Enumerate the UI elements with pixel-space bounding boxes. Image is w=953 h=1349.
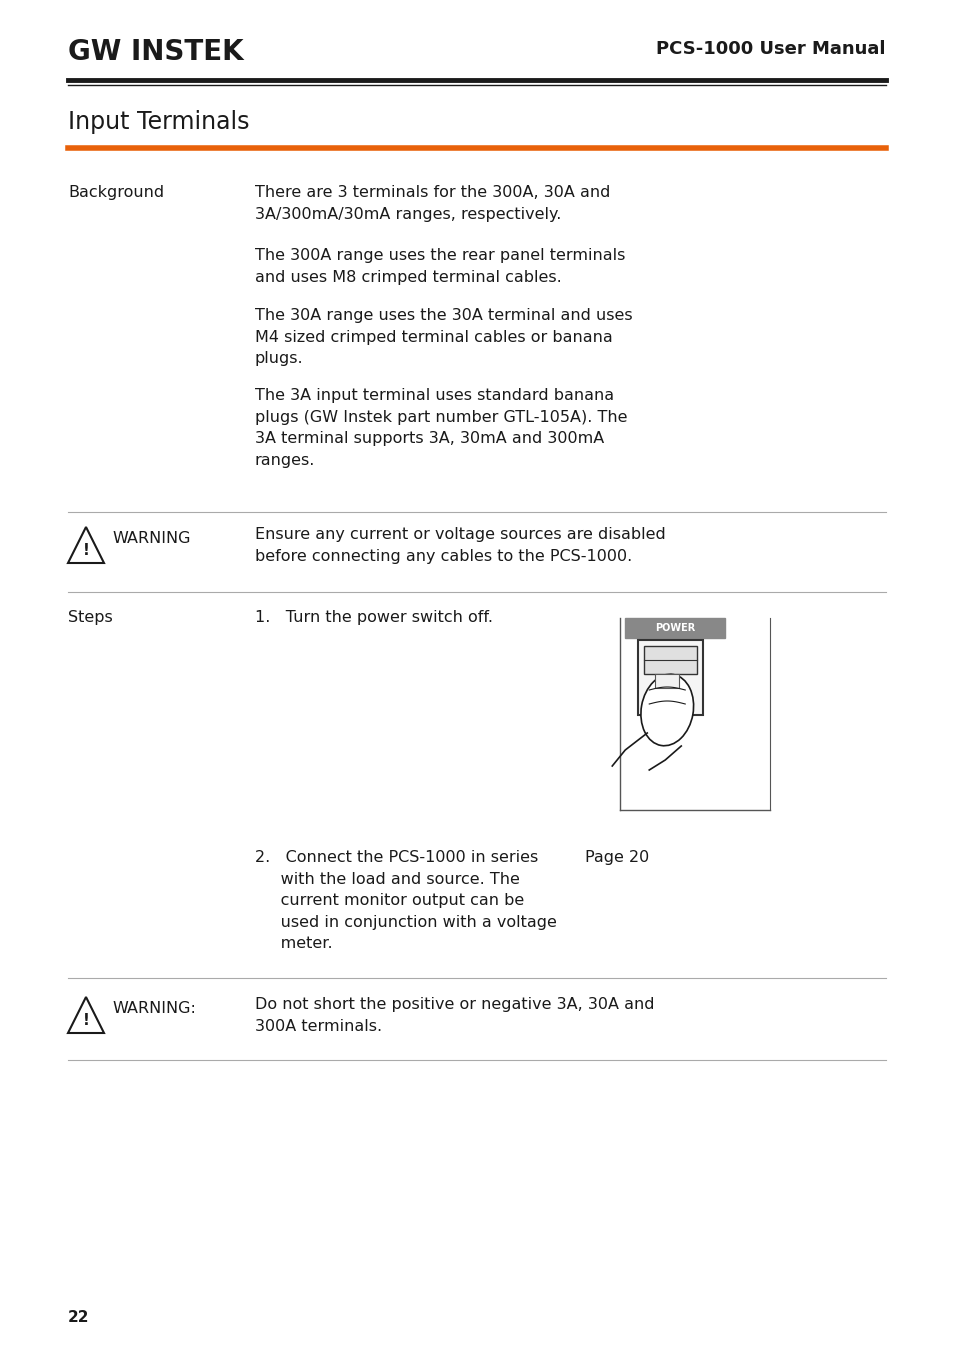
Text: Background: Background <box>68 185 164 200</box>
Text: Page 20: Page 20 <box>584 850 649 865</box>
Text: The 3A input terminal uses standard banana
plugs (GW Instek part number GTL-105A: The 3A input terminal uses standard bana… <box>254 389 627 468</box>
Text: !: ! <box>83 1013 90 1028</box>
Bar <box>624 618 724 638</box>
Text: !: ! <box>83 542 90 558</box>
Text: PCS-1000 User Manual: PCS-1000 User Manual <box>656 40 885 58</box>
Text: Steps: Steps <box>68 610 112 625</box>
Text: Ensure any current or voltage sources are disabled
before connecting any cables : Ensure any current or voltage sources ar… <box>254 527 665 564</box>
Bar <box>643 646 697 674</box>
Bar <box>638 639 702 715</box>
Bar <box>655 674 679 688</box>
Text: The 300A range uses the rear panel terminals
and uses M8 crimped terminal cables: The 300A range uses the rear panel termi… <box>254 248 625 285</box>
Text: WARNING:: WARNING: <box>112 1001 195 1016</box>
Ellipse shape <box>640 674 693 746</box>
Text: POWER: POWER <box>654 623 695 633</box>
Text: Do not short the positive or negative 3A, 30A and
300A terminals.: Do not short the positive or negative 3A… <box>254 997 654 1033</box>
Text: 22: 22 <box>68 1310 90 1325</box>
Text: WARNING: WARNING <box>112 532 191 546</box>
Text: There are 3 terminals for the 300A, 30A and
3A/300mA/30mA ranges, respectively.: There are 3 terminals for the 300A, 30A … <box>254 185 610 221</box>
Text: 2.   Connect the PCS-1000 in series
     with the load and source. The
     curr: 2. Connect the PCS-1000 in series with t… <box>254 850 557 951</box>
Text: GW INSTEK: GW INSTEK <box>68 38 243 66</box>
Text: 1.   Turn the power switch off.: 1. Turn the power switch off. <box>254 610 493 625</box>
Text: The 30A range uses the 30A terminal and uses
M4 sized crimped terminal cables or: The 30A range uses the 30A terminal and … <box>254 308 632 366</box>
Text: Input Terminals: Input Terminals <box>68 111 250 134</box>
